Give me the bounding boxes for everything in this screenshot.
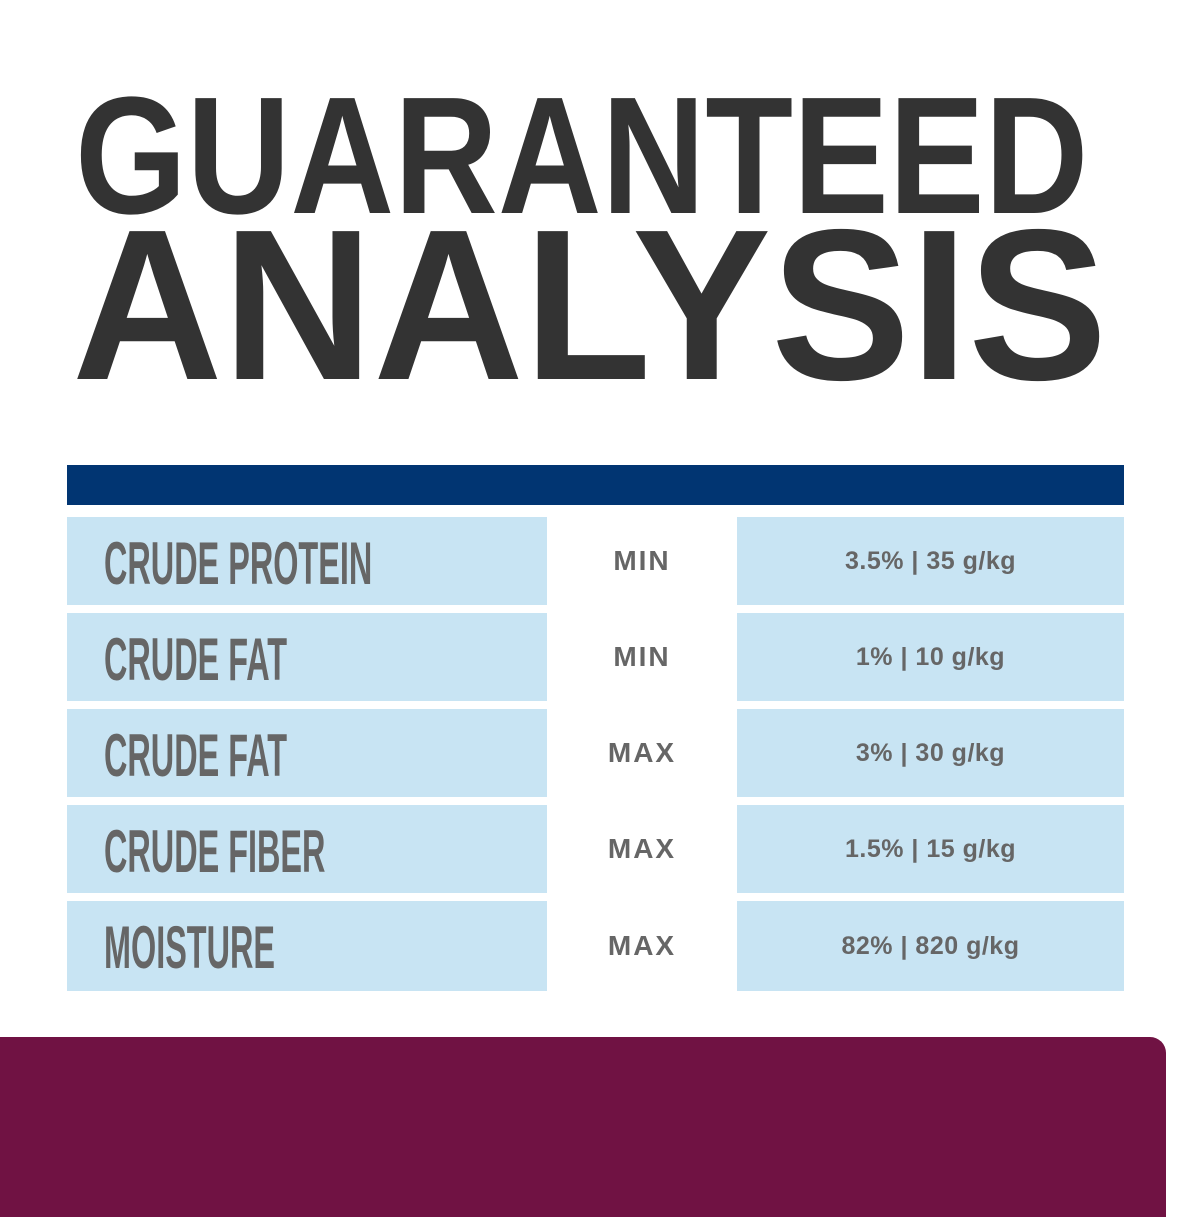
qualifier-label: MIN [613,641,671,672]
qualifier-label: MIN [613,545,671,576]
title-line-2: ANALYSIS [0,197,1200,412]
table-row: MOISTURE MAX 82% | 820 g/kg [67,901,1124,991]
value-cell: 1.5% | 15 g/kg [737,805,1124,893]
nutrient-cell: MOISTURE [67,901,547,991]
nutrient-label: CRUDE PROTEIN [104,530,373,597]
table-header-bar [67,465,1124,505]
value-cell: 82% | 820 g/kg [737,901,1124,991]
nutrient-cell: CRUDE FAT [67,613,547,701]
title-text-2: ANALYSIS [72,184,1108,425]
table-row: CRUDE PROTEIN MIN 3.5% | 35 g/kg [67,517,1124,605]
value-cell: 3.5% | 35 g/kg [737,517,1124,605]
table-row: CRUDE FIBER MAX 1.5% | 15 g/kg [67,805,1124,893]
nutrient-label: CRUDE FIBER [104,818,326,885]
table-row: CRUDE FAT MIN 1% | 10 g/kg [67,613,1124,701]
nutrient-cell: CRUDE PROTEIN [67,517,547,605]
value-cell: 1% | 10 g/kg [737,613,1124,701]
qualifier-label: MAX [607,833,677,864]
qualifier-label: MAX [607,737,677,768]
title-text-1: GUARANTEED [75,63,1089,249]
nutrient-cell: CRUDE FIBER [67,805,547,893]
nutrient-label: CRUDE FAT [104,722,288,789]
value-cell: 3% | 30 g/kg [737,709,1124,797]
nutrient-label: CRUDE FAT [104,626,288,693]
table-row: CRUDE FAT MAX 3% | 30 g/kg [67,709,1124,797]
nutrient-cell: CRUDE FAT [67,709,547,797]
title-line-1: GUARANTEED [0,73,1200,240]
nutrient-label: MOISTURE [104,914,276,981]
qualifier-label: MAX [607,930,677,961]
bottom-color-panel [0,1037,1166,1217]
